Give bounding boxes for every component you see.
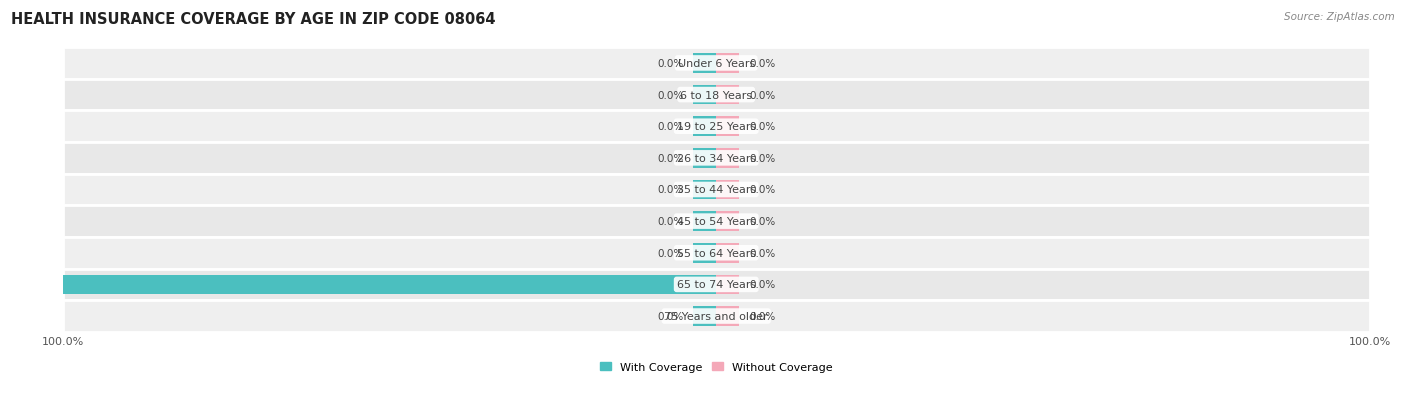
- Bar: [62, 174, 1369, 206]
- Text: 100.0%: 100.0%: [14, 280, 53, 290]
- Bar: [716, 243, 740, 263]
- Bar: [716, 117, 740, 137]
- Text: 19 to 25 Years: 19 to 25 Years: [676, 122, 756, 132]
- Text: 0.0%: 0.0%: [749, 185, 775, 195]
- Text: 0.0%: 0.0%: [749, 59, 775, 69]
- Bar: [693, 149, 716, 168]
- Bar: [716, 275, 740, 294]
- Bar: [693, 180, 716, 200]
- Bar: [693, 306, 716, 326]
- Text: 0.0%: 0.0%: [657, 311, 683, 321]
- Bar: [62, 80, 1369, 111]
- Bar: [716, 212, 740, 231]
- Bar: [716, 54, 740, 74]
- Bar: [693, 212, 716, 231]
- Bar: [62, 269, 1369, 301]
- Text: 0.0%: 0.0%: [657, 185, 683, 195]
- Bar: [62, 48, 1369, 80]
- Text: 0.0%: 0.0%: [657, 59, 683, 69]
- Text: 0.0%: 0.0%: [657, 122, 683, 132]
- Text: 65 to 74 Years: 65 to 74 Years: [676, 280, 756, 290]
- Bar: [62, 206, 1369, 237]
- Legend: With Coverage, Without Coverage: With Coverage, Without Coverage: [600, 362, 832, 372]
- Text: 0.0%: 0.0%: [749, 311, 775, 321]
- Text: 55 to 64 Years: 55 to 64 Years: [676, 248, 756, 258]
- Text: 0.0%: 0.0%: [749, 90, 775, 100]
- Text: 0.0%: 0.0%: [749, 248, 775, 258]
- Text: 0.0%: 0.0%: [657, 154, 683, 164]
- Bar: [62, 111, 1369, 142]
- Bar: [62, 237, 1369, 269]
- Bar: [693, 243, 716, 263]
- Bar: [716, 149, 740, 168]
- Text: 75 Years and older: 75 Years and older: [665, 311, 768, 321]
- Text: 0.0%: 0.0%: [657, 216, 683, 227]
- Bar: [716, 180, 740, 200]
- Text: 6 to 18 Years: 6 to 18 Years: [681, 90, 752, 100]
- Bar: [693, 85, 716, 105]
- Text: HEALTH INSURANCE COVERAGE BY AGE IN ZIP CODE 08064: HEALTH INSURANCE COVERAGE BY AGE IN ZIP …: [11, 12, 496, 27]
- Text: 0.0%: 0.0%: [657, 248, 683, 258]
- Bar: [62, 275, 716, 294]
- Text: 45 to 54 Years: 45 to 54 Years: [676, 216, 756, 227]
- Text: 0.0%: 0.0%: [749, 216, 775, 227]
- Bar: [62, 301, 1369, 332]
- Bar: [693, 54, 716, 74]
- Text: 0.0%: 0.0%: [749, 154, 775, 164]
- Text: 0.0%: 0.0%: [749, 122, 775, 132]
- Text: Under 6 Years: Under 6 Years: [678, 59, 755, 69]
- Text: 0.0%: 0.0%: [657, 90, 683, 100]
- Text: Source: ZipAtlas.com: Source: ZipAtlas.com: [1284, 12, 1395, 22]
- Bar: [716, 85, 740, 105]
- Bar: [62, 142, 1369, 174]
- Text: 0.0%: 0.0%: [749, 280, 775, 290]
- Bar: [716, 306, 740, 326]
- Bar: [693, 117, 716, 137]
- Text: 35 to 44 Years: 35 to 44 Years: [676, 185, 756, 195]
- Text: 26 to 34 Years: 26 to 34 Years: [676, 154, 756, 164]
